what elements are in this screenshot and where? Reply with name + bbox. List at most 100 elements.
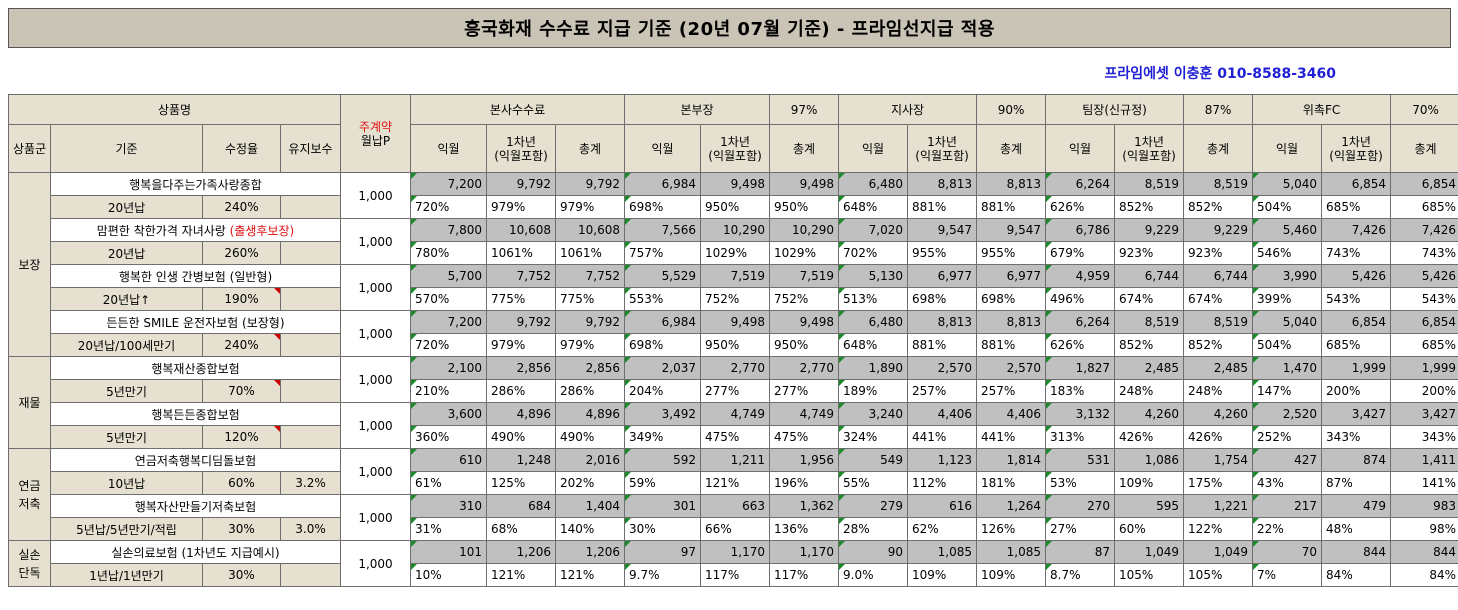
- commission-amount: 7,200: [410, 172, 487, 196]
- bonbu-header: 본부장: [624, 94, 771, 125]
- table-row: 5년만기 120% 360% 490% 490% 349% 475% 475% 324% 441%…: [9, 425, 1458, 449]
- commission-percent: 881%: [907, 333, 978, 357]
- commission-percent: 141%: [1390, 471, 1458, 495]
- commission-percent: 426%: [1114, 425, 1185, 449]
- table-row: 실손 단독 실손의료보험 (1차년도 지급예시) 1,000 101 1,206 1,20…: [8, 540, 1458, 587]
- commission-amount: 1,049: [1183, 540, 1254, 564]
- commission-percent: 277%: [700, 379, 771, 403]
- maintenance-fee: [280, 379, 341, 403]
- col-group-header: 상품군: [8, 124, 51, 173]
- col-month-header: 익월: [410, 124, 487, 173]
- product-group: 재물: [8, 356, 51, 449]
- commission-percent: 955%: [907, 241, 978, 265]
- commission-amount: 9,792: [554, 172, 626, 196]
- commission-amount: 9,792: [486, 172, 556, 196]
- maintenance-fee: 3.2%: [280, 471, 341, 495]
- commission-percent: 979%: [554, 333, 626, 357]
- col-year-header: 1차년 (익월포함): [486, 124, 556, 173]
- commission-amount: 663: [700, 494, 771, 518]
- table-row: 20년납↑ 190% 570% 775% 775% 553% 752% 752% 513% 698…: [9, 287, 1458, 311]
- commission-percent: 685%: [1390, 195, 1458, 219]
- commission-amount: 2,856: [554, 356, 626, 380]
- col-year-header: 1차년 (익월포함): [907, 124, 978, 173]
- col-rate-header: 수정율: [202, 124, 281, 173]
- commission-amount: 6,744: [1114, 264, 1185, 288]
- commission-percent: 31%: [410, 517, 487, 541]
- commission-percent: 543%: [1321, 287, 1392, 311]
- commission-percent: 121%: [554, 563, 626, 587]
- commission-amount: 1,956: [769, 448, 840, 472]
- commission-amount: 9,547: [976, 218, 1047, 242]
- product-name-text: 행복재산종합보험: [151, 361, 240, 376]
- commission-amount: 2,520: [1252, 402, 1323, 426]
- commission-percent: 490%: [486, 425, 556, 449]
- col-month-header: 익월: [1252, 124, 1323, 173]
- commission-percent: 9.0%: [838, 563, 909, 587]
- table-row: 10년납 60% 3.2% 61% 125% 202% 59% 121% 196% 55% 112%…: [9, 471, 1458, 495]
- commission-amount: 684: [486, 494, 556, 518]
- commission-percent: 204%: [624, 379, 702, 403]
- table-row: 행복든든종합보험 1,000 3,600 4,896 4,896 3,492 4,749 4,…: [9, 402, 1458, 449]
- table-row: 20년납 240% 720% 979% 979% 698% 950% 950% 648% 881%…: [9, 195, 1458, 219]
- payment-basis: 20년납: [50, 195, 203, 219]
- commission-amount: 844: [1390, 540, 1458, 564]
- commission-percent: 343%: [1390, 425, 1458, 449]
- commission-amount: 1,206: [486, 540, 556, 564]
- commission-percent: 98%: [1390, 517, 1458, 541]
- commission-amount: 1,470: [1252, 356, 1323, 380]
- commission-percent: 30%: [624, 517, 702, 541]
- commission-amount: 2,770: [700, 356, 771, 380]
- commission-amount: 1,211: [700, 448, 771, 472]
- adjust-rate: 30%: [202, 563, 281, 587]
- commission-amount: 5,426: [1390, 264, 1458, 288]
- commission-percent: 248%: [1114, 379, 1185, 403]
- commission-amount: 6,984: [624, 310, 702, 334]
- commission-percent: 950%: [769, 195, 840, 219]
- commission-amount: 4,959: [1045, 264, 1116, 288]
- commission-amount: 6,786: [1045, 218, 1116, 242]
- commission-percent: 852%: [1183, 333, 1254, 357]
- commission-amount: 6,264: [1045, 172, 1116, 196]
- commission-percent: 59%: [624, 471, 702, 495]
- commission-percent: 117%: [700, 563, 771, 587]
- commission-amount: 2,016: [554, 448, 626, 472]
- product-name: 행복을다주는가족사랑종합: [50, 172, 341, 196]
- monthly-premium: 1,000: [340, 310, 411, 357]
- commission-amount: 4,406: [907, 402, 978, 426]
- contact-info: 프라임에셋 이충훈 010-8588-3460: [1104, 66, 1336, 82]
- commission-percent: 685%: [1321, 333, 1392, 357]
- col-total-header: 총계: [1183, 124, 1254, 173]
- commission-percent: 248%: [1183, 379, 1254, 403]
- commission-amount: 3,492: [624, 402, 702, 426]
- jisa-header: 지사장: [838, 94, 978, 125]
- adjust-rate: 30%: [202, 517, 281, 541]
- commission-percent: 313%: [1045, 425, 1116, 449]
- commission-amount: 10,290: [700, 218, 771, 242]
- commission-percent: 109%: [976, 563, 1047, 587]
- commission-percent: 852%: [1114, 333, 1185, 357]
- commission-amount: 592: [624, 448, 702, 472]
- product-name: 든든한 SMILE 운전자보험 (보장형): [50, 310, 341, 334]
- commission-amount: 87: [1045, 540, 1116, 564]
- commission-amount: 70: [1252, 540, 1323, 564]
- commission-amount: 8,519: [1183, 310, 1254, 334]
- commission-amount: 2,770: [769, 356, 840, 380]
- commission-percent: 648%: [838, 333, 909, 357]
- maintenance-fee: [280, 195, 341, 219]
- commission-amount: 5,460: [1252, 218, 1323, 242]
- commission-percent: 9.7%: [624, 563, 702, 587]
- product-name: 행복든든종합보험: [50, 402, 341, 426]
- commission-percent: 349%: [624, 425, 702, 449]
- table-row: 보장 행복을다주는가족사랑종합 1,000 7,200 9,792 9,792 6,984 9…: [8, 172, 1458, 357]
- commission-amount: 7,519: [769, 264, 840, 288]
- commission-amount: 2,856: [486, 356, 556, 380]
- commission-amount: 1,086: [1114, 448, 1185, 472]
- monthly-premium: 1,000: [340, 494, 411, 541]
- commission-percent: 496%: [1045, 287, 1116, 311]
- commission-percent: 183%: [1045, 379, 1116, 403]
- commission-percent: 546%: [1252, 241, 1323, 265]
- product-name-text: 행복자산만들기저축보험: [134, 499, 257, 514]
- commission-amount: 7,800: [410, 218, 487, 242]
- commission-percent: 257%: [907, 379, 978, 403]
- commission-amount: 8,519: [1114, 172, 1185, 196]
